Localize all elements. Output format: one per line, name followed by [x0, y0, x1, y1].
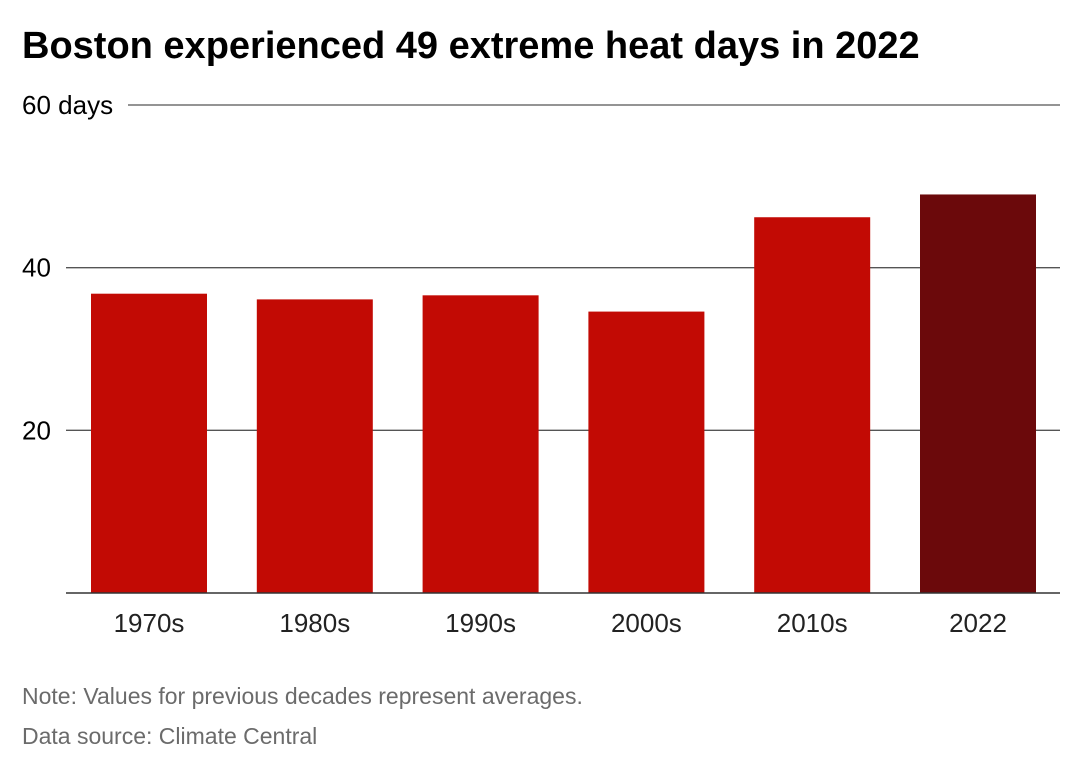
x-tick-label-2022: 2022 — [949, 608, 1007, 638]
chart-footer: Note: Values for previous decades repres… — [22, 676, 583, 756]
y-tick-label-20: 20 — [22, 415, 51, 445]
bar-1990s — [422, 295, 539, 593]
gridlines — [66, 104, 1060, 431]
x-axis-ticks: 1970s 1980s 1990s 2000s 2010s 2022 — [114, 608, 1007, 638]
bar-chart: 20 40 60 days 1970s 1980s 1990s 2000s 2010s 202… — [22, 90, 1060, 638]
bars — [91, 194, 1036, 594]
x-tick-label-1970s: 1970s — [114, 608, 185, 638]
data-source: Data source: Climate Central — [22, 723, 318, 749]
bar-1970s — [91, 293, 207, 593]
y-axis-ticks: 20 40 60 days — [22, 90, 113, 445]
y-tick-label-40: 40 — [22, 253, 51, 283]
bar-2000s — [588, 311, 705, 593]
chart-title: Boston experienced 49 extreme heat days … — [22, 25, 920, 67]
y-tick-label-60: 60 days — [22, 90, 113, 120]
x-tick-label-1980s: 1980s — [279, 608, 350, 638]
footnote: Note: Values for previous decades repres… — [22, 683, 583, 709]
bar-1980s — [256, 299, 373, 593]
x-tick-label-1990s: 1990s — [445, 608, 516, 638]
bar-2010s — [754, 217, 871, 594]
x-tick-label-2000s: 2000s — [611, 608, 682, 638]
bar-2022 — [920, 194, 1036, 593]
x-tick-label-2010s: 2010s — [777, 608, 848, 638]
